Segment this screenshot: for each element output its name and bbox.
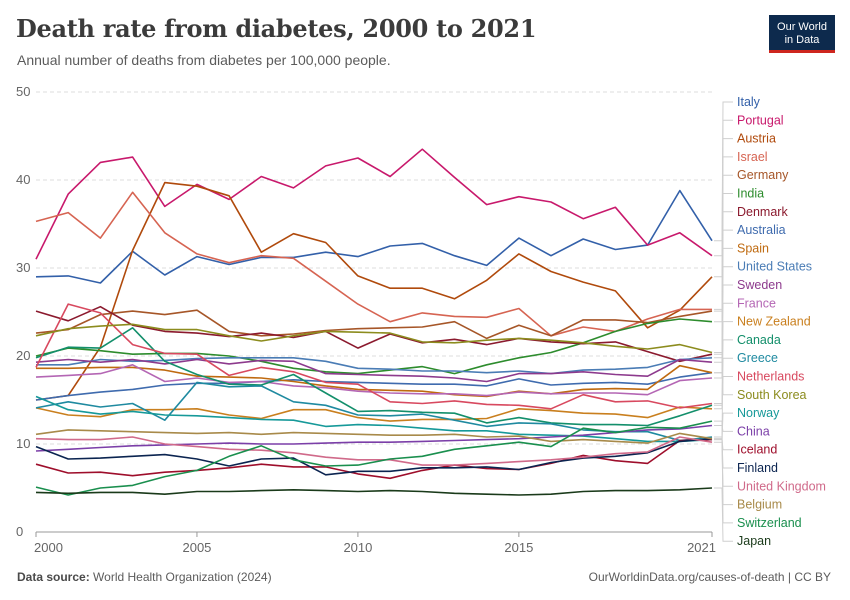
legend-connector — [714, 101, 733, 242]
legend-label-china: China — [737, 424, 770, 438]
series-line-new-zealand — [35, 406, 713, 422]
series-line-sweden — [35, 358, 713, 383]
series-line-united-states — [36, 357, 713, 375]
chart-subtitle: Annual number of deaths from diabetes pe… — [17, 52, 391, 68]
legend-connector — [714, 211, 733, 355]
series-line-australia — [35, 371, 713, 401]
series-line-israel — [35, 191, 712, 337]
legend-connector — [714, 266, 733, 359]
legend-label-new-zealand: New Zealand — [737, 315, 811, 329]
x-tick-label: 2021 — [687, 540, 716, 555]
legend-label-norway: Norway — [737, 406, 780, 420]
legend-label-united-states: United States — [737, 260, 812, 274]
x-tick-label: 2015 — [504, 540, 533, 555]
chart-title: Death rate from diabetes, 2000 to 2021 — [16, 14, 537, 43]
legend-label-germany: Germany — [737, 168, 789, 182]
y-tick-label: 0 — [16, 524, 23, 539]
legend-connector — [714, 439, 733, 451]
legend-connector — [714, 352, 733, 396]
series-line-portugal — [35, 148, 713, 260]
series-line-finland — [35, 437, 713, 476]
series-line-united-kingdom — [35, 436, 713, 466]
legend-connector — [714, 412, 733, 441]
legend-label-sweden: Sweden — [737, 278, 782, 292]
legend-label-canada: Canada — [737, 333, 781, 347]
series-line-canada — [35, 327, 713, 427]
series-line-germany — [35, 309, 713, 340]
series-line-china — [35, 424, 713, 452]
logo-accent-bar — [769, 50, 835, 53]
series-line-switzerland — [35, 420, 713, 496]
owid-logo[interactable]: Our World in Data — [769, 15, 835, 53]
series-line-spain — [36, 364, 713, 398]
legend-label-denmark: Denmark — [737, 205, 788, 219]
series-line-italy — [35, 189, 713, 284]
series-line-belgium — [35, 429, 713, 444]
legend-connector — [714, 376, 733, 404]
legend-connector — [714, 229, 733, 374]
x-tick-label: 2005 — [182, 540, 211, 555]
legend-label-iceland: Iceland — [737, 443, 777, 457]
series-line-denmark — [35, 305, 713, 363]
legend-connector — [714, 119, 733, 257]
legend-connector — [714, 156, 733, 310]
series-line-netherlands — [35, 303, 713, 410]
legend-connector — [714, 284, 733, 363]
legend-label-japan: Japan — [737, 534, 771, 548]
series-line-india — [35, 318, 713, 375]
legend-connector — [714, 174, 733, 312]
y-tick-label: 50 — [16, 84, 30, 99]
legend-connector — [714, 420, 733, 524]
legend-connector — [714, 438, 733, 469]
legend-connector — [714, 438, 733, 506]
legend-label-portugal: Portugal — [737, 113, 784, 127]
legend-label-israel: Israel — [737, 150, 768, 164]
legend-connector — [714, 487, 733, 542]
y-tick-label: 10 — [16, 436, 30, 451]
legend-label-italy: Italy — [737, 95, 761, 109]
legend-label-india: India — [737, 187, 764, 201]
x-tick-label: 2010 — [343, 540, 372, 555]
legend-label-finland: Finland — [737, 461, 778, 475]
legend-connector — [714, 302, 733, 379]
y-tick-label: 20 — [16, 348, 30, 363]
legend-connector — [714, 321, 733, 410]
legend-label-switzerland: Switzerland — [737, 516, 802, 530]
series-line-south-korea — [35, 323, 713, 354]
source-link[interactable]: World Health Organization (2024) — [93, 570, 272, 584]
series-line-japan — [35, 487, 713, 496]
legend-label-netherlands: Netherlands — [737, 370, 804, 384]
series-line-austria — [35, 181, 713, 401]
x-tick-label: 2000 — [34, 540, 63, 555]
series-line-iceland — [35, 438, 713, 480]
y-tick-label: 30 — [16, 260, 30, 275]
legend-connector — [714, 425, 733, 432]
legend-connector — [714, 193, 733, 323]
legend-label-australia: Australia — [737, 223, 786, 237]
y-tick-label: 40 — [16, 172, 30, 187]
logo-line-1: Our World — [777, 21, 827, 33]
data-source: Data source: World Health Organization (… — [17, 570, 272, 584]
legend-connector — [714, 441, 733, 487]
legend-label-belgium: Belgium — [737, 498, 782, 512]
source-label: Data source: — [17, 570, 90, 584]
footer-url[interactable]: OurWorldinData.org/causes-of-death | CC … — [588, 570, 831, 584]
logo-line-2: in Data — [784, 34, 820, 46]
legend-label-south-korea: South Korea — [737, 388, 807, 402]
legend-label-austria: Austria — [737, 132, 776, 146]
legend-label-france: France — [737, 296, 776, 310]
legend-label-greece: Greece — [737, 351, 778, 365]
legend-label-united-kingdom: United Kingdom — [737, 479, 826, 493]
series-line-norway — [35, 395, 713, 443]
legend-label-spain: Spain — [737, 241, 769, 255]
